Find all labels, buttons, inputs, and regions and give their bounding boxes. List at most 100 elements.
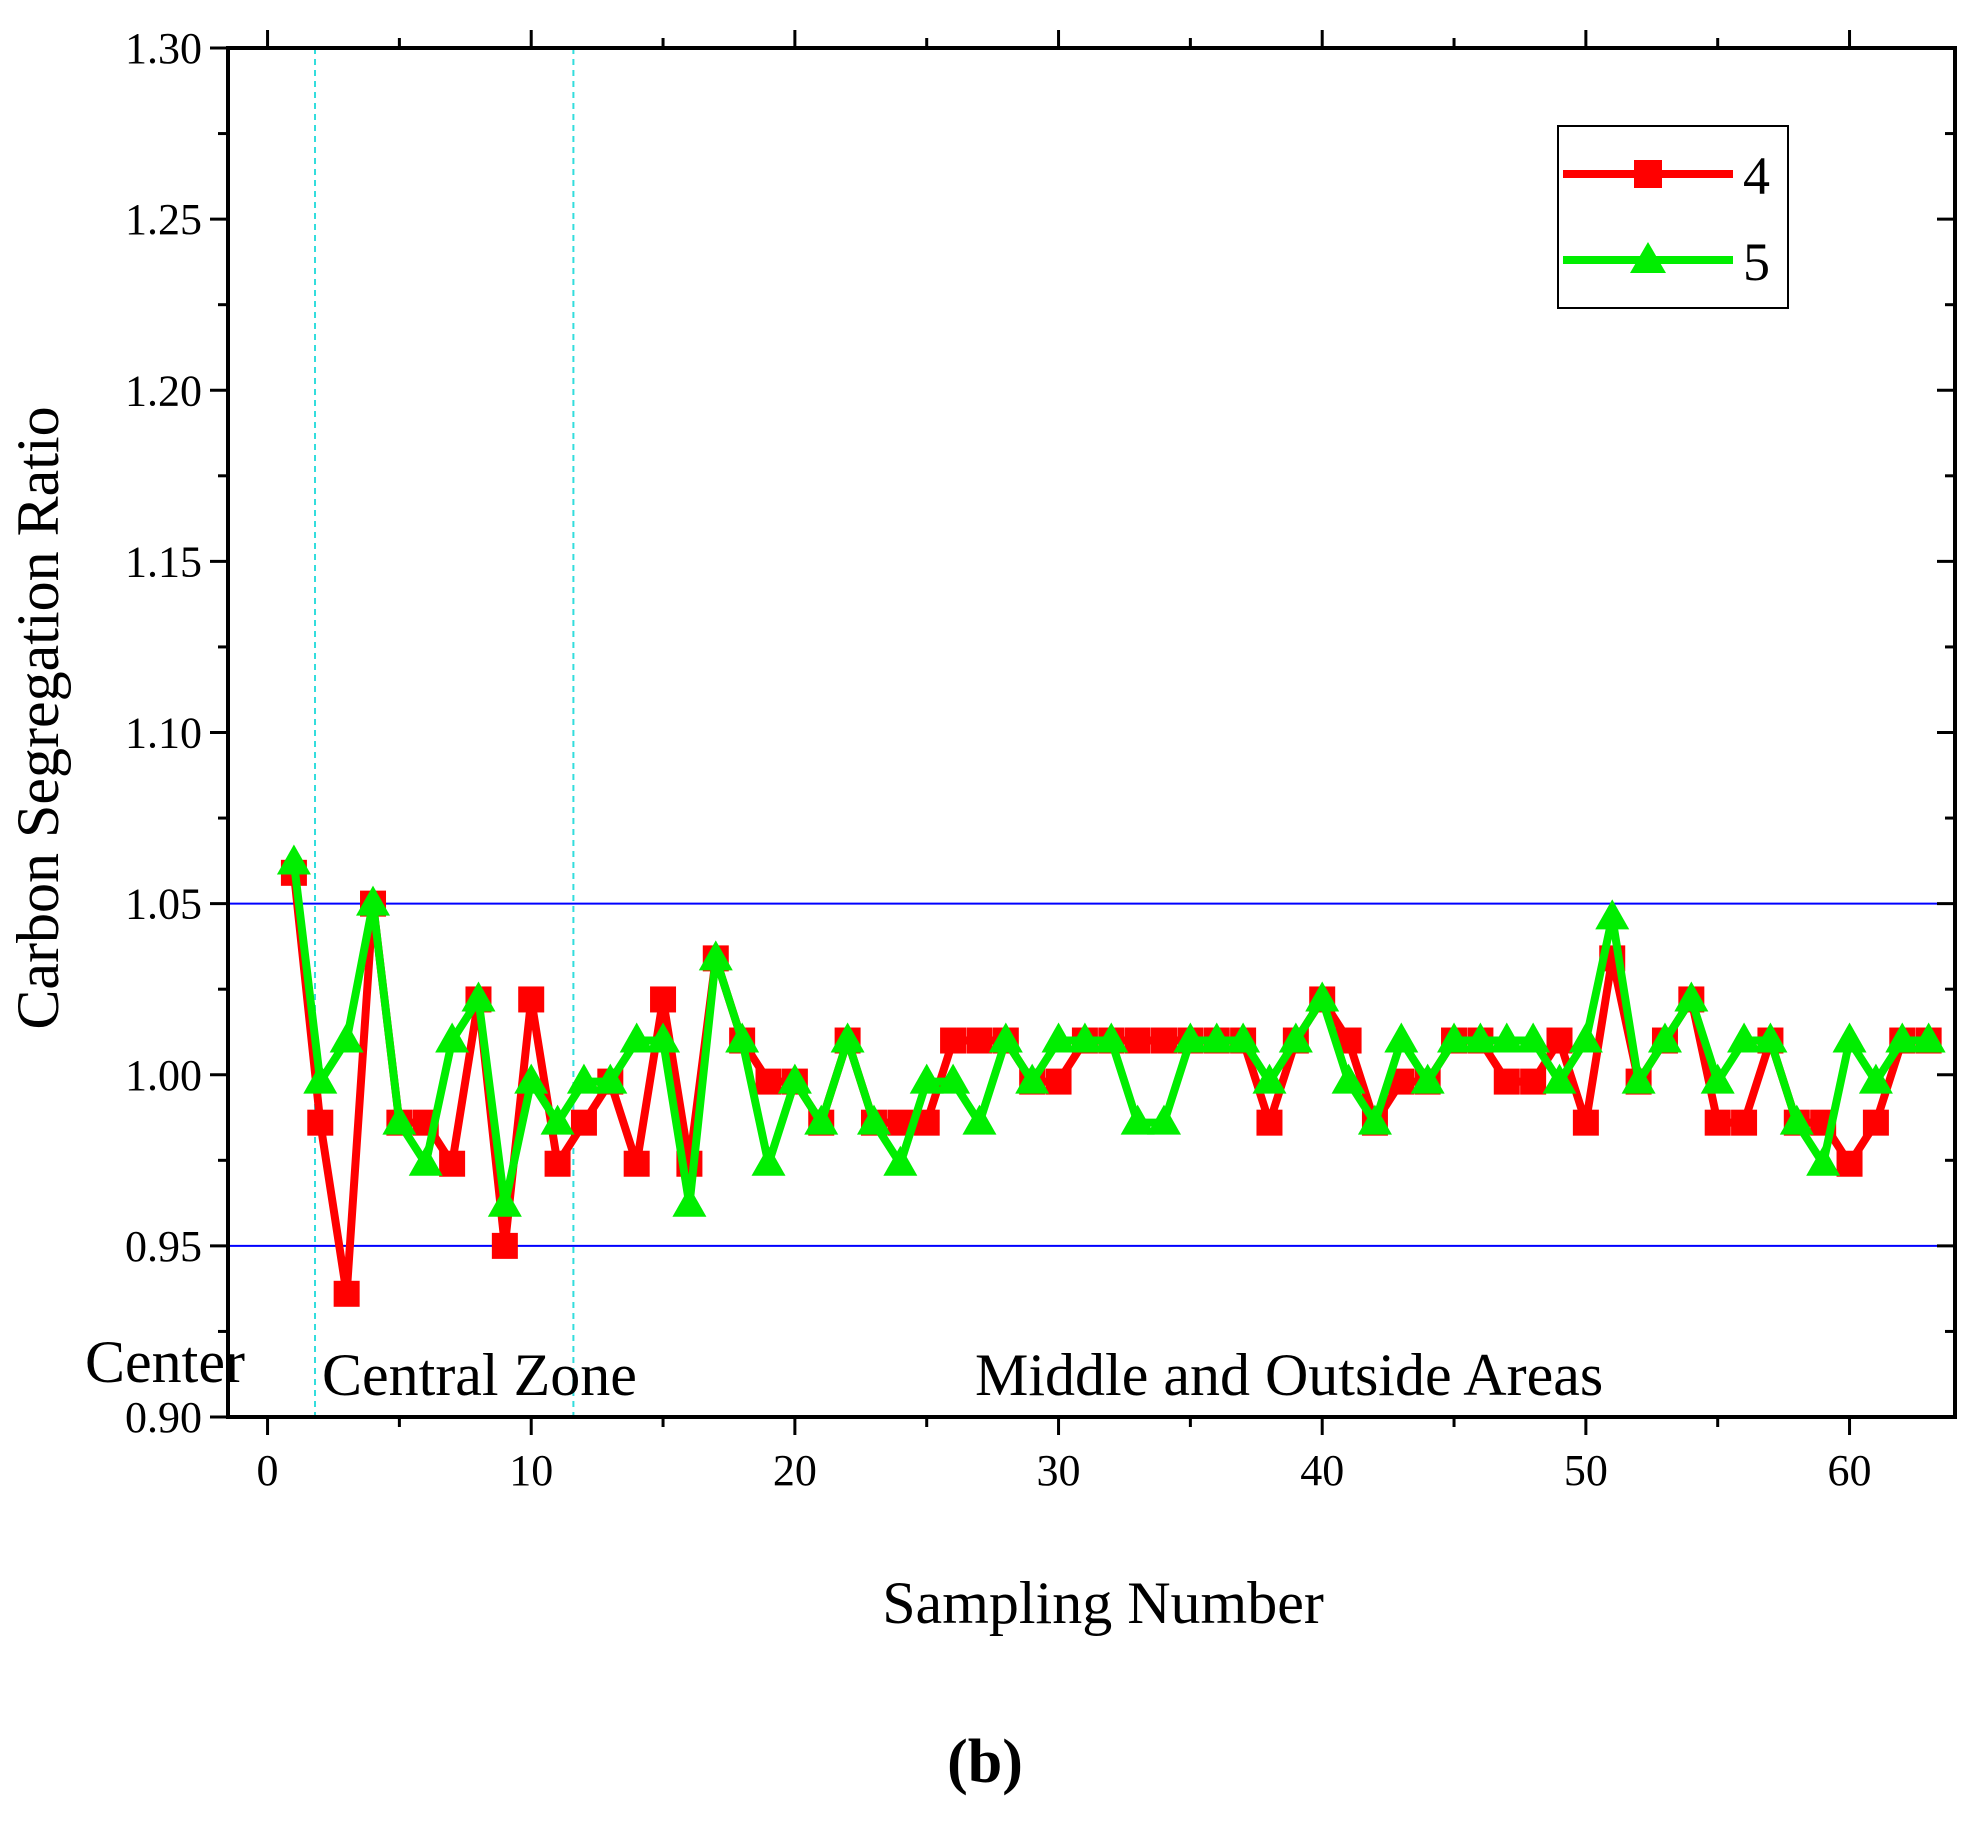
point-5-15 [646,1022,681,1053]
point-5-51 [1595,899,1630,930]
y-tick-label-8: 1.30 [125,24,202,73]
point-5-53 [1647,1022,1682,1053]
y-tick-label-1: 0.95 [125,1222,202,1271]
point-5-61 [1858,1063,1893,1094]
point-5-17 [698,940,733,971]
point-5-40 [1305,981,1340,1012]
point-4-55 [1704,1109,1731,1136]
y-tick-label-4: 1.10 [125,709,202,758]
point-5-49 [1542,1063,1577,1094]
point-5-21 [804,1104,839,1135]
point-5-9 [487,1186,522,1217]
y-tick-label-3: 1.05 [125,880,202,929]
point-5-41 [1331,1063,1366,1094]
annotation-central-zone: Central Zone [322,1342,637,1408]
legend-box [1557,125,1789,309]
point-5-4 [356,885,391,916]
point-5-36 [1199,1022,1234,1053]
point-4-30 [1045,1068,1072,1095]
x-tick-label-4: 40 [1300,1446,1344,1495]
point-4-9 [491,1232,518,1259]
zone-divider-lines [314,48,575,1417]
point-5-44 [1410,1063,1445,1094]
point-4-49 [1546,1027,1573,1054]
legend-marker-5 [1630,242,1666,273]
point-4-61 [1862,1109,1889,1136]
x-tick-label-0: 0 [257,1446,279,1495]
point-5-1 [276,844,311,875]
point-5-57 [1753,1022,1788,1053]
point-4-12 [570,1109,597,1136]
x-tick-label-6: 60 [1828,1446,1872,1495]
point-4-14 [623,1150,650,1177]
point-4-34 [1151,1027,1178,1054]
point-5-56 [1727,1022,1762,1053]
point-5-28 [988,1022,1023,1053]
y-tick-label-7: 1.25 [125,195,202,244]
legend: 4 5 [1557,125,1789,309]
point-5-24 [883,1145,918,1176]
y-axis-title: Carbon Segregation Ratio [5,406,71,1029]
point-5-35 [1173,1022,1208,1053]
point-4-56 [1731,1109,1758,1136]
point-4-10 [518,986,545,1013]
point-5-20 [777,1063,812,1094]
point-5-13 [593,1063,628,1094]
point-4-33 [1124,1027,1151,1054]
point-5-10 [514,1063,549,1094]
series-5 [276,844,1946,1217]
legend-marker-4 [1634,160,1662,188]
point-4-11 [544,1150,571,1177]
point-5-7 [435,1022,470,1053]
point-4-60 [1836,1150,1863,1177]
point-5-37 [1226,1022,1261,1053]
point-5-58 [1779,1104,1814,1135]
legend-label-4: 4 [1743,146,1770,206]
point-5-25 [909,1063,944,1094]
point-5-26 [936,1063,971,1094]
point-5-16 [672,1186,707,1217]
x-tick-label-3: 30 [1037,1446,1081,1495]
point-5-60 [1832,1022,1867,1053]
point-4-3 [333,1280,360,1307]
y-tick-label-2: 1.00 [125,1051,202,1100]
point-5-3 [329,1022,364,1053]
point-5-33 [1120,1104,1155,1135]
point-5-46 [1463,1022,1498,1053]
point-5-19 [751,1145,786,1176]
x-tick-label-1: 10 [509,1446,553,1495]
point-5-62 [1885,1022,1920,1053]
point-5-12 [566,1063,601,1094]
y-tick-label-6: 1.20 [125,366,202,415]
point-4-48 [1520,1068,1547,1095]
point-4-50 [1572,1109,1599,1136]
axis-ticks [210,30,1955,1435]
point-4-26 [940,1027,967,1054]
point-5-6 [408,1145,443,1176]
y-tick-label-0: 0.90 [125,1393,202,1442]
point-5-47 [1489,1022,1524,1053]
point-5-45 [1437,1022,1472,1053]
x-tick-label-5: 50 [1564,1446,1608,1495]
point-5-5 [382,1104,417,1135]
point-5-59 [1806,1145,1841,1176]
point-4-15 [650,986,677,1013]
point-4-38 [1256,1109,1283,1136]
point-4-47 [1493,1068,1520,1095]
point-5-14 [619,1022,654,1053]
point-5-50 [1568,1022,1603,1053]
y-tick-label-5: 1.15 [125,537,202,586]
point-5-22 [830,1022,865,1053]
point-5-48 [1516,1022,1551,1053]
annotation-middle-outside-areas: Middle and Outside Areas [975,1342,1603,1408]
point-5-11 [540,1104,575,1135]
annotation-center: Center [85,1329,245,1395]
point-4-27 [966,1027,993,1054]
point-5-38 [1252,1063,1287,1094]
point-5-32 [1094,1022,1129,1053]
point-5-8 [461,981,496,1012]
point-5-23 [856,1104,891,1135]
point-5-43 [1384,1022,1419,1053]
point-4-19 [755,1068,782,1095]
